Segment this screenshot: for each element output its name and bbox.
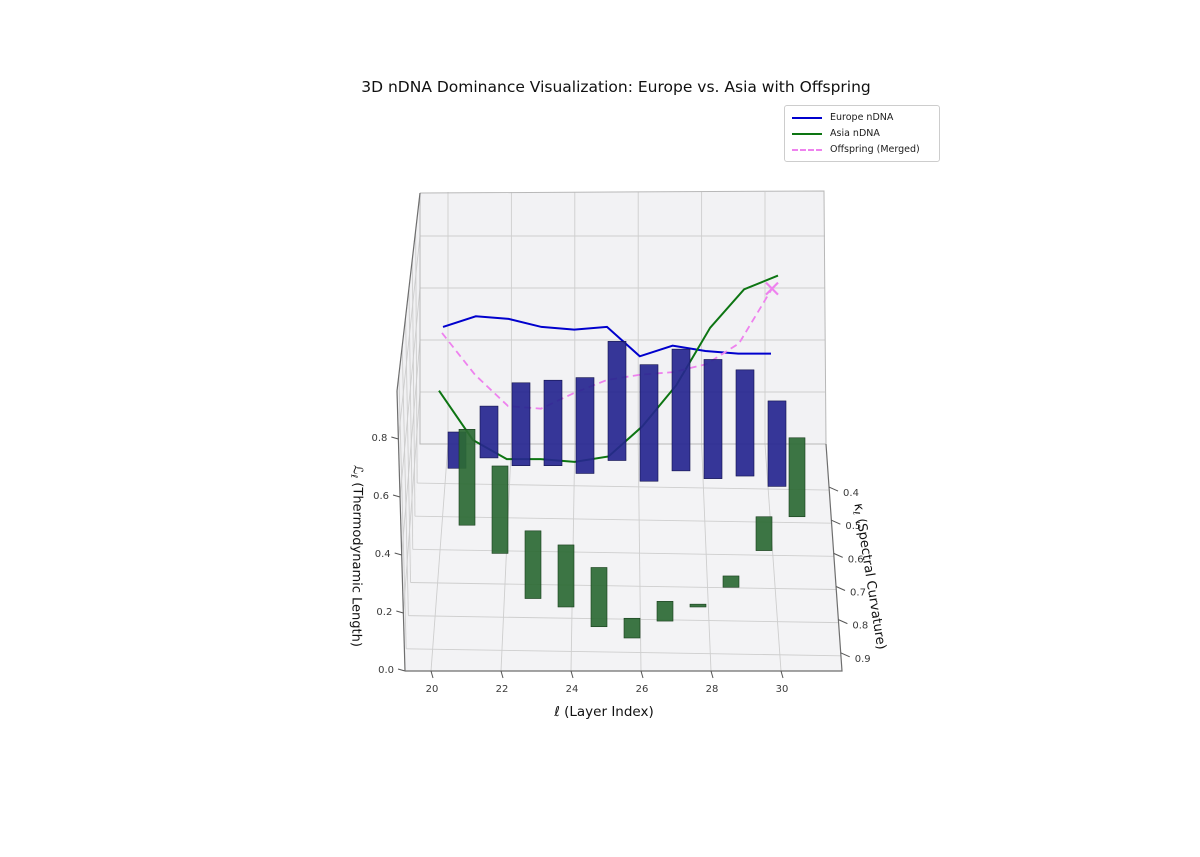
x-tick-label: 24 [566,684,579,695]
europe-bar-layer-30 [767,400,787,487]
x-tick-label: 20 [426,684,439,695]
offspring-end-marker [765,281,779,296]
asia-bar-layer-21 [491,465,509,554]
asia-bar-layer-20 [458,429,476,526]
offspring-line [441,288,773,410]
box-edges [396,190,843,672]
x-axis-label: ℓ (Layer Index) [553,704,654,720]
axis-panes [397,191,842,671]
europe-bar-layer-26 [639,364,659,482]
legend-label-asia: Asia nDNA [830,128,880,139]
europe-line [442,315,771,358]
legend-label-europe: Europe nDNA [830,112,894,123]
legend-entry-offspring: Offspring (Merged) [792,144,931,155]
y-tick-label: 0.6 [848,554,864,565]
legend-entry-europe: Europe nDNA [792,112,931,123]
asia-bar-layer-28 [722,575,740,588]
legend-entry-asia: Asia nDNA [792,128,931,139]
y-tick-label: 0.4 [843,488,859,499]
x-tick-label: 28 [706,684,719,695]
y-tick-label: 0.7 [850,587,866,598]
left-pane [397,193,420,671]
europe-bar-layer-29 [735,369,755,477]
europe-line-swatch [792,116,822,119]
europe-bar-layer-24 [575,377,595,474]
europe-bar-layer-28 [703,359,723,479]
europe-bar-layer-21 [479,405,499,459]
legend: Europe nDNA Asia nDNA Offspring (Merged) [784,105,940,162]
europe-bar-layer-25 [607,341,627,461]
asia-bar-layer-23 [557,544,575,608]
grid-lines [397,192,841,672]
x-tick-label: 22 [496,684,509,695]
z-tick-label: 0.6 [373,491,389,502]
y-tick-label: 0.8 [852,621,868,632]
axis-ticks: 20 22 24 26 28 30 0.4 0.5 0.6 0.7 0.8 0.9 0.0 0.2 0.4 0… [371,433,870,695]
legend-label-offspring: Offspring (Merged) [830,144,920,155]
offspring-line-swatch [792,148,822,151]
europe-bar-layer-27 [671,348,691,472]
asia-bar-layer-25 [623,617,641,639]
asia-bar-layer-30 [788,437,806,518]
asia-bar-layer-24 [590,567,608,628]
floor-pane [405,444,842,671]
asia-bar-layer-22 [524,530,542,599]
z-tick-label: 0.4 [375,549,391,560]
z-tick-label: 0.0 [378,665,394,676]
europe-bar-layer-22 [511,382,531,466]
y-tick-label: 0.9 [855,654,871,665]
asia-bar-layer-29 [755,516,773,551]
asia-bar-layer-26 [656,601,674,622]
y-tick-label: 0.5 [845,521,861,532]
z-axis-label: ℒℓ (Thermodynamic Length) [347,465,365,647]
europe-bars [447,341,787,487]
x-tick-label: 30 [776,684,789,695]
asia-bars [458,429,806,639]
asia-line-swatch [792,132,822,135]
x-tick-label: 26 [636,684,649,695]
back-pane [420,191,826,444]
asia-bar-layer-27 [689,603,707,608]
z-tick-label: 0.8 [371,433,387,444]
europe-bar-layer-23 [543,379,563,466]
z-tick-label: 0.2 [376,607,392,618]
chart-title: 3D nDNA Dominance Visualization: Europe … [361,78,871,96]
